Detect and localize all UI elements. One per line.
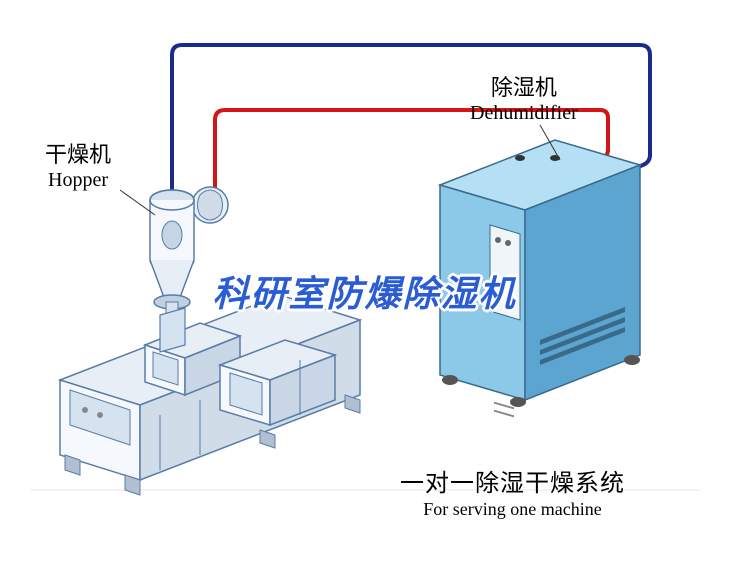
- hopper-label: 干燥机 Hopper: [45, 142, 111, 192]
- dehumidifier-label-cn: 除湿机: [470, 75, 578, 101]
- system-label-cn: 一对一除湿干燥系统: [400, 470, 625, 499]
- machine-base: [60, 295, 360, 495]
- dehumidifier-label-en: Dehumidifier: [470, 101, 578, 125]
- system-label-en: For serving one machine: [400, 499, 625, 521]
- hopper-label-cn: 干燥机: [45, 142, 111, 168]
- dehumidifier-label: 除湿机 Dehumidifier: [470, 75, 578, 125]
- system-label: 一对一除湿干燥系统 For serving one machine: [400, 470, 625, 520]
- hopper-label-en: Hopper: [45, 168, 111, 192]
- overlay-title: 科研室防爆除湿机: [212, 265, 516, 317]
